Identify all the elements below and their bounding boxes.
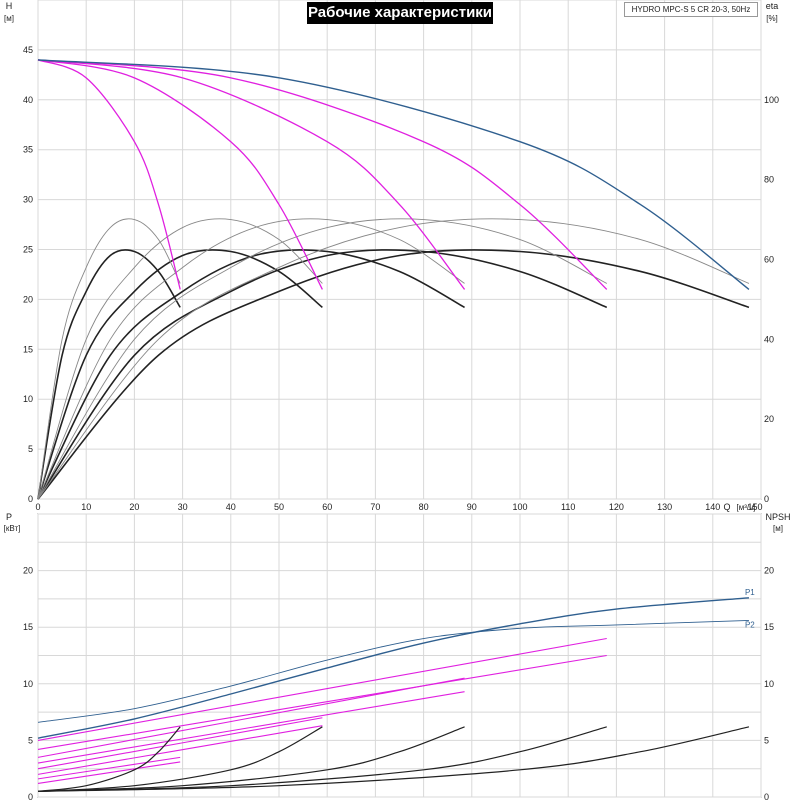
npsh-curve [37,726,750,792]
chart-title: Рабочие характеристики [307,2,493,24]
x-tick-label: 120 [609,502,624,512]
x-tick-label: 60 [322,502,332,512]
x-tick-label: 70 [370,502,380,512]
power-stage-curve [37,637,607,741]
x-tick-label: 140 [705,502,720,512]
top-y-tick-label: 40 [23,95,33,105]
x-tick-label: 50 [274,502,284,512]
npsh-curve [37,726,181,792]
x-tick-label: 80 [419,502,429,512]
power-stage-curve [37,654,607,751]
power-series-label-p2: P2 [745,620,755,629]
npsh-curve [37,726,465,792]
total-efficiency-curve [37,249,608,500]
top-y2-tick-label: 80 [764,175,774,185]
x-tick-label: 130 [657,502,672,512]
top-grid [37,0,762,500]
bottom-y-tick-label: 15 [23,622,33,632]
power-stage-curve [37,717,323,770]
top-y2-tick-label: 60 [764,254,774,264]
top-y-tick-label: 35 [23,145,33,155]
efficiency-curve [37,218,181,500]
power-stage-curve [37,756,181,780]
bottom-y2-tick-label: 0 [764,792,769,800]
x-tick-label: 10 [81,502,91,512]
top-y-tick-label: 5 [28,444,33,454]
npsh-curve [37,726,323,792]
pump-model-label: HYDRO MPC-S 5 CR 20-3, 50Hz [624,2,758,17]
power-series-label-p1: P1 [745,588,755,597]
x-tick-label: 100 [512,502,527,512]
bottom-y-tick-label: 0 [28,792,33,800]
curves-layer [37,59,750,792]
bottom-y2-axis-label: NPSH [765,512,790,522]
top-y-tick-label: 10 [23,394,33,404]
top-y-tick-label: 45 [23,45,33,55]
bottom-y-tick-label: 20 [23,566,33,576]
x-tick-label: 110 [561,502,575,512]
top-y-tick-label: 30 [23,195,33,205]
bottom-y2-tick-label: 5 [764,735,769,745]
bottom-y-tick-label: 5 [28,735,33,745]
top-y2-tick-label: 0 [764,494,769,504]
total-efficiency-curve [37,249,465,500]
bottom-y-tick-label: 10 [23,679,33,689]
top-y2-axis-unit: [%] [766,14,778,23]
power-stage-curve [37,761,181,784]
total-efficiency-curve [37,249,181,500]
top-y-tick-label: 20 [23,294,33,304]
top-y-axis-unit: [м] [4,14,14,23]
efficiency-curve [37,218,465,500]
head-curve [37,59,466,290]
x-tick-label: 40 [226,502,236,512]
head-curve [37,59,608,290]
top-y-axis-label: H [6,1,13,11]
x-tick-label: 0 [35,502,40,512]
head-curve [37,59,323,290]
head-curve-max [37,59,750,290]
efficiency-curve [37,218,607,500]
power-curve-p2 [37,619,749,723]
top-y2-axis-label: eta [766,1,779,11]
bottom-y2-tick-label: 15 [764,622,774,632]
efficiency-curve [37,218,750,500]
top-y2-tick-label: 20 [764,414,774,424]
x-axis-label: Q [723,502,730,512]
top-y-tick-label: 15 [23,344,33,354]
top-y2-tick-label: 100 [764,95,779,105]
x-tick-label: 90 [467,502,477,512]
top-y2-tick-label: 40 [764,334,774,344]
head-curve [37,59,181,290]
total-efficiency-curve [37,249,750,500]
power-stage-curve [37,691,465,764]
x-tick-label: 30 [178,502,188,512]
x-tick-label: 150 [747,502,762,512]
top-y-tick-label: 25 [23,245,33,255]
bottom-y-axis-label: P [6,512,12,522]
bottom-y2-tick-label: 10 [764,679,774,689]
x-tick-label: 20 [129,502,139,512]
bottom-grid [37,513,762,798]
x-axis-unit: [м³/ч] [737,503,756,512]
power-curve-p1 [37,597,750,739]
top-y-tick-label: 0 [28,494,33,504]
power-stage-curve [37,725,323,775]
bottom-y2-axis-unit: [м] [773,524,783,533]
bottom-y-axis-unit: [кВт] [4,524,21,533]
bottom-y2-tick-label: 20 [764,566,774,576]
